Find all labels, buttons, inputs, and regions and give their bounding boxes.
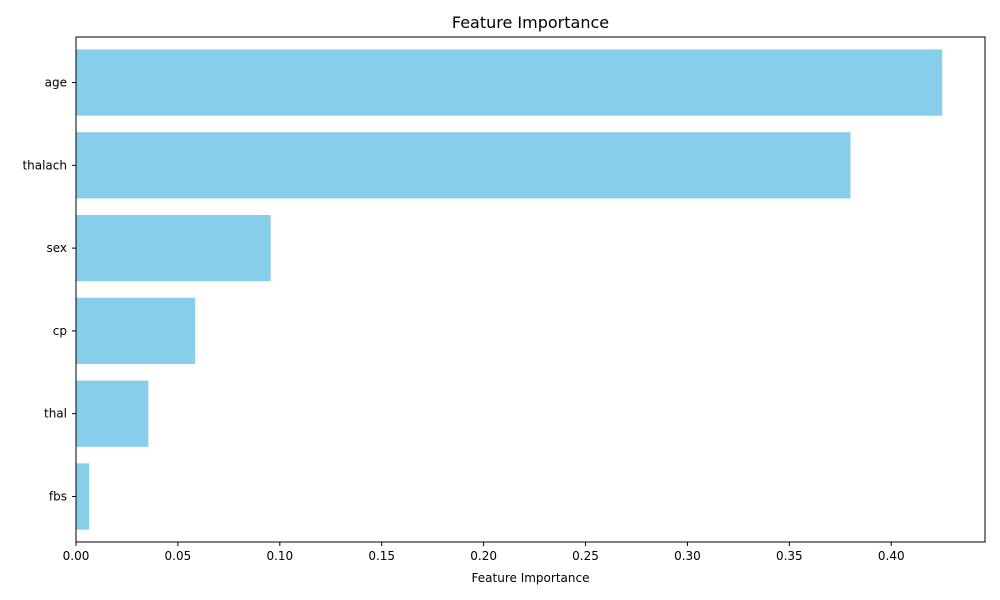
x-axis: 0.00 0.05 0.10 0.15 0.20 0.25 0.30 0.35 0.40 bbox=[63, 542, 905, 563]
x-tick-label: 0.40 bbox=[878, 549, 905, 563]
bar-fbs bbox=[76, 463, 90, 530]
x-tick-label: 0.00 bbox=[63, 549, 90, 563]
x-tick-label: 0.30 bbox=[674, 549, 701, 563]
plot-frame bbox=[75, 36, 986, 543]
bar-thalach bbox=[76, 132, 851, 199]
x-tick-label: 0.25 bbox=[572, 549, 599, 563]
x-tick-label: 0.15 bbox=[368, 549, 395, 563]
x-tick-label: 0.10 bbox=[266, 549, 293, 563]
y-tick-label-thalach: thalach bbox=[22, 158, 67, 172]
y-axis: age thalach sex cp thal fbs bbox=[22, 76, 76, 503]
bar-cp bbox=[76, 297, 196, 365]
x-tick-label: 0.05 bbox=[165, 549, 192, 563]
bar-age bbox=[76, 49, 943, 116]
chart-title: Feature Importance bbox=[452, 13, 609, 32]
x-tick-label: 0.35 bbox=[776, 549, 803, 563]
y-tick-label-age: age bbox=[45, 76, 67, 90]
y-tick-label-cp: cp bbox=[53, 324, 67, 338]
y-tick-label-thal: thal bbox=[44, 407, 67, 421]
x-axis-label: Feature Importance bbox=[472, 571, 590, 585]
y-tick-label-sex: sex bbox=[46, 241, 67, 255]
x-tick-label: 0.20 bbox=[470, 549, 497, 563]
y-tick-label-fbs: fbs bbox=[49, 489, 67, 503]
bar-thal bbox=[76, 380, 149, 447]
bar-sex bbox=[76, 214, 271, 282]
bars-group bbox=[76, 49, 943, 530]
